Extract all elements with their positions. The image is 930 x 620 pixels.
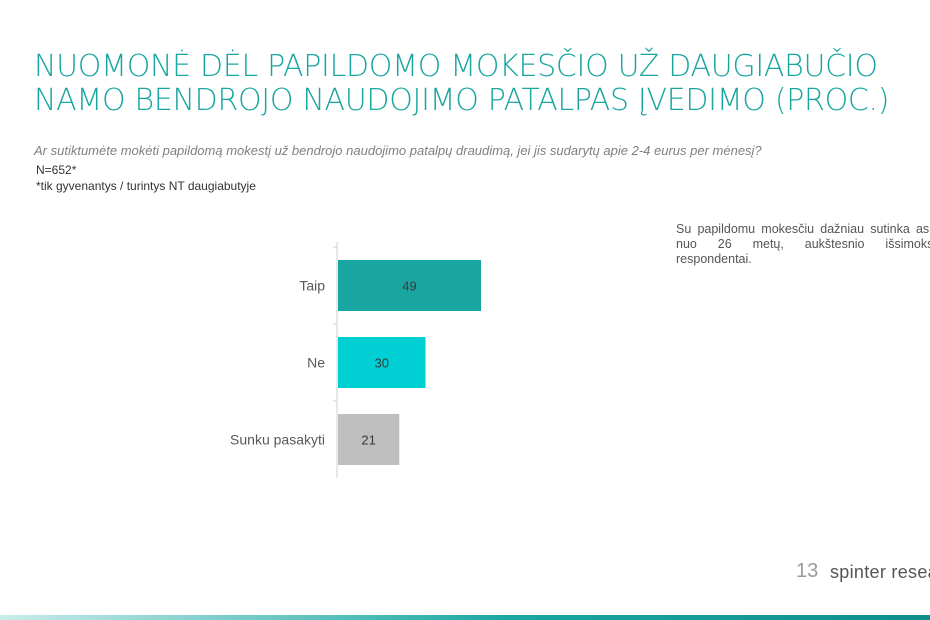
page-title: NUOMONĖ DĖL PAPILDOMO MOKESČIO UŽ DAUGIA… bbox=[34, 50, 914, 118]
category-label: Ne bbox=[307, 355, 325, 371]
category-label: Sunku pasakyti bbox=[230, 432, 325, 448]
category-label: Taip bbox=[299, 278, 325, 294]
bar-taip bbox=[338, 260, 481, 311]
bottom-accent-bar bbox=[0, 615, 930, 620]
title-line-1: NUOMONĖ DĖL PAPILDOMO MOKESČIO UŽ DAUGIA… bbox=[34, 49, 878, 84]
side-note: Su papildomu mokesčiu dažniau sutinka as… bbox=[676, 222, 930, 266]
survey-question: Ar sutiktumėte mokėti papildomą mokestį … bbox=[34, 143, 762, 158]
sample-size: N=652* bbox=[36, 163, 77, 177]
brand-logo: spinter research bbox=[830, 562, 930, 582]
title-line-2: NAMO BENDROJO NAUDOJIMO PATALPAS ĮVEDIMO… bbox=[34, 83, 890, 118]
bar-ne bbox=[338, 337, 426, 388]
data-label: 49 bbox=[402, 279, 416, 294]
data-label: 30 bbox=[375, 356, 389, 371]
bar-sunku-pasakyti bbox=[338, 414, 400, 465]
page-number: 13 bbox=[796, 560, 819, 582]
data-label: 21 bbox=[361, 433, 375, 448]
footnote: *tik gyvenantys / turintys NT daugiabuty… bbox=[36, 179, 256, 193]
